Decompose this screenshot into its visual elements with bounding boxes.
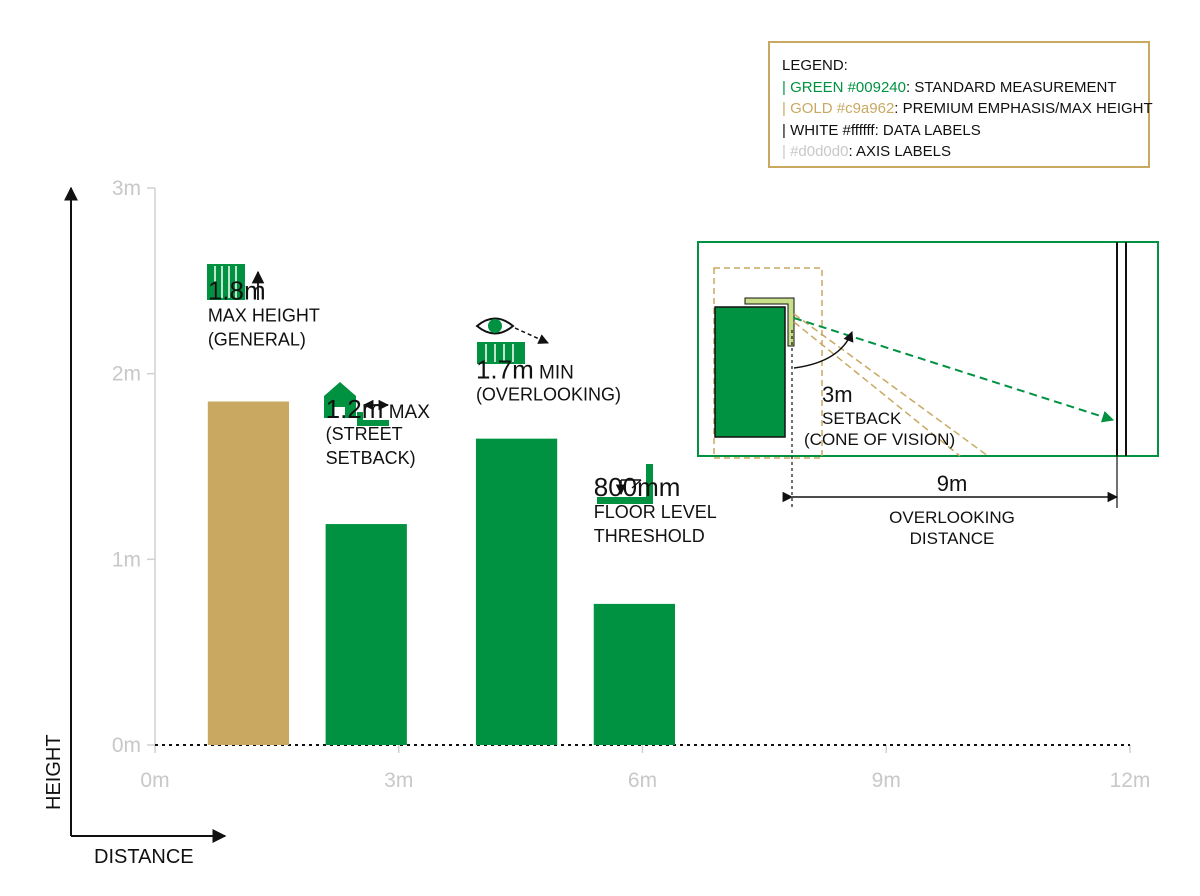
inset-building [714, 306, 786, 438]
eye-fence-icon [475, 317, 549, 364]
bar-desc-label: (OVERLOOKING) [476, 385, 621, 405]
x-tick-label: 9m [872, 769, 901, 792]
bar-value-label: 1.8m [208, 276, 266, 306]
legend-swatch-text: | #d0d0d0 [782, 143, 849, 160]
y-axis-label: HEIGHT [43, 734, 65, 810]
legend-item-grey: | #d0d0d0: AXIS LABELS [782, 141, 1136, 163]
y-tick-label: 2m [112, 363, 141, 386]
x-tick-label: 12m [1110, 769, 1151, 792]
inset-setback-value: 3m [822, 382, 853, 407]
inset-distance-value: 9m [937, 471, 968, 496]
inset-window-bracket [744, 297, 795, 347]
floor-threshold-icon [597, 464, 653, 504]
legend-desc: : STANDARD MEASUREMENT [905, 78, 1117, 96]
x-axis-label: DISTANCE [94, 846, 194, 868]
fence-up-arrow-icon [207, 264, 265, 300]
inset-distance-desc-2: DISTANCE [910, 529, 995, 548]
bar-max-height [207, 401, 290, 745]
bar-desc-label: (GENERAL) [208, 330, 306, 350]
bar-desc-label: THRESHOLD [594, 526, 705, 546]
x-tick-group: 0m 3m 6m 9m 12m [140, 745, 1150, 792]
bar-value-label: 1.7m MIN [476, 355, 574, 385]
bar-desc-label: SETBACK) [326, 448, 416, 468]
bar-street-setback [325, 524, 407, 745]
bar-desc-label: FLOOR LEVEL [594, 502, 717, 522]
bar-floor-level [593, 603, 675, 745]
legend-box: LEGEND: | GREEN #009240: STANDARD MEASUR… [768, 41, 1153, 168]
y-tick-label: 0m [112, 734, 141, 757]
x-tick-label: 6m [628, 769, 657, 792]
inset-distance-desc-1: OVERLOOKING [889, 508, 1015, 527]
x-tick-label: 3m [384, 769, 413, 792]
legend-swatch-text: | GOLD #c9a962 [782, 100, 895, 117]
house-setback-icon [324, 382, 390, 426]
cone-of-vision-inset: 3m SETBACK (CONE OF VISION) 9m OVERLOOKI… [697, 241, 1159, 548]
bar-desc-label: (STREET [326, 424, 403, 444]
legend-desc: : PREMIUM EMPHASIS/MAX HEIGHT [894, 100, 1153, 117]
legend-item-green: | GREEN #009240: STANDARD MEASUREMENT [782, 77, 1136, 99]
legend-desc: : AXIS LABELS [848, 143, 952, 160]
legend-title: LEGEND: [782, 57, 848, 74]
inset-cone-line-2 [793, 321, 961, 457]
legend-desc: : DATA LABELS [874, 121, 981, 139]
inset-setback-desc-2: (CONE OF VISION) [804, 430, 955, 449]
bar-value-label: 1.2m MAX [326, 394, 431, 424]
bar-value-label: 800mm [594, 472, 681, 502]
legend-item-gold: | GOLD #c9a962: PREMIUM EMPHASIS/MAX HEI… [782, 98, 1153, 120]
inset-dashed-zone [713, 267, 823, 459]
inset-angle-arc [793, 331, 854, 369]
x-tick-label: 0m [140, 769, 169, 792]
y-tick-label: 1m [112, 548, 141, 571]
inset-cone-line-1 [793, 313, 989, 457]
bar-group [207, 401, 675, 745]
legend-swatch-text: | GREEN #009240 [782, 78, 906, 96]
legend-swatch-text: | WHITE #ffffff [782, 121, 875, 139]
y-tick-group: 0m 1m 2m 3m [112, 177, 155, 757]
inset-setback-desc-1: SETBACK [822, 409, 902, 428]
bar-overlooking [475, 438, 558, 745]
y-tick-label: 3m [112, 177, 141, 200]
legend-item-white: | WHITE #ffffff: DATA LABELS [782, 120, 1136, 142]
bar-desc-label: MAX HEIGHT [208, 306, 320, 326]
